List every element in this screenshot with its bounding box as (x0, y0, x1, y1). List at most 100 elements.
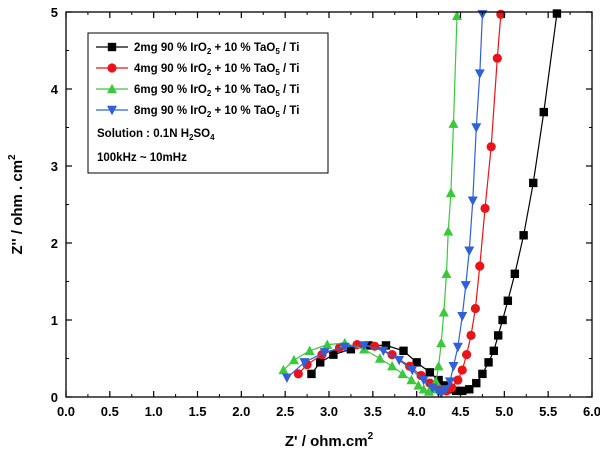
data-point (399, 346, 408, 355)
data-point (457, 311, 468, 322)
data-point (339, 342, 350, 353)
data-point (489, 346, 499, 355)
data-point (307, 369, 316, 379)
data-point (484, 358, 493, 367)
x-tick-label: 4.0 (408, 404, 426, 419)
y-axis-title: Z'' / ohm . cm2 (7, 154, 26, 255)
data-point (471, 123, 482, 133)
data-point (406, 374, 417, 385)
data-point (462, 350, 472, 360)
data-point (458, 386, 467, 396)
y-tick-label: 4 (51, 82, 59, 97)
legend-marker (107, 42, 117, 52)
data-point (448, 362, 459, 372)
data-point (436, 388, 447, 399)
legend-entry: 2mg 90 % IrO2 + 10 % TaO5 / Ti (134, 42, 299, 56)
data-point (359, 341, 370, 351)
legend-entry: 4mg 90 % IrO2 + 10 % TaO5 / Ti (134, 63, 299, 77)
data-point (472, 378, 481, 388)
data-point (503, 296, 513, 305)
x-tick-label: 0.0 (57, 404, 75, 419)
data-point (374, 353, 385, 363)
data-point (460, 281, 471, 291)
data-point (329, 350, 338, 359)
data-point (281, 373, 292, 383)
data-point (397, 368, 408, 379)
data-point (427, 383, 438, 393)
data-point (436, 337, 447, 348)
data-point (299, 358, 310, 368)
data-point (434, 375, 443, 385)
data-point (445, 187, 456, 198)
data-point (381, 341, 391, 350)
data-point (452, 342, 463, 353)
x-tick-label: 6.0 (583, 404, 600, 419)
x-tick-label: 5.5 (539, 404, 557, 419)
data-point (474, 69, 485, 79)
x-tick-label: 0.5 (101, 404, 119, 419)
data-point (466, 330, 476, 340)
data-point (293, 369, 303, 379)
x-tick-label: 5.0 (495, 404, 513, 419)
data-point (448, 118, 459, 128)
data-point (539, 107, 548, 117)
data-point (433, 361, 444, 371)
data-point (451, 386, 461, 396)
x-axis-title: Z' / ohm.cm2 (285, 431, 374, 450)
x-tick-label: 2.0 (232, 404, 250, 419)
data-point (438, 307, 449, 317)
legend-entry: 8mg 90 % IrO2 + 10 % TaO5 / Ti (134, 105, 299, 119)
x-tick-label: 4.5 (451, 404, 469, 419)
data-point (475, 261, 485, 271)
axes: 0.0 0.5 1.0 1.5 2.0 2.5 3.0 3.5 4.0 4.5 5.0 5.5 6.0 0… (51, 5, 600, 419)
data-point (304, 345, 315, 355)
data-point (322, 339, 333, 349)
data-point (510, 269, 520, 278)
data-point (443, 226, 454, 236)
x-tick-label: 1.5 (188, 404, 206, 419)
legend-marker (107, 63, 117, 73)
legend-marker (107, 83, 117, 94)
data-point (552, 9, 562, 18)
data-point (407, 365, 418, 376)
data-point (412, 358, 421, 367)
data-point (493, 331, 503, 340)
legend-note: 100kHz ~ 10mHz (97, 152, 187, 164)
y-tick-label: 3 (51, 159, 58, 174)
legend-note: Solution : 0.1N H2SO4 (97, 128, 215, 142)
x-tick-label: 2.5 (276, 404, 294, 419)
data-point (278, 364, 289, 375)
data-point (418, 384, 429, 394)
data-point (457, 365, 467, 375)
data-point (470, 303, 481, 314)
data-point (352, 340, 362, 350)
data-point (478, 369, 487, 379)
y-tick-label: 0 (51, 390, 58, 405)
data-point (465, 385, 474, 394)
data-point (394, 355, 405, 366)
legend-marker (107, 105, 117, 116)
data-point (288, 354, 299, 365)
series-4 (281, 10, 488, 399)
data-point (486, 142, 496, 152)
data-point (492, 53, 502, 63)
data-point (519, 231, 528, 240)
x-tick-label: 1.0 (145, 404, 163, 419)
data-point (444, 377, 455, 387)
data-point (319, 348, 330, 358)
data-point (378, 346, 389, 356)
data-point (413, 380, 424, 390)
data-point (425, 368, 435, 377)
data-point (387, 361, 398, 371)
y-tick-label: 1 (51, 313, 58, 328)
data-point (529, 178, 538, 188)
y-tick-label: 2 (51, 236, 58, 251)
data-point (418, 375, 429, 386)
data-point (480, 203, 490, 213)
data-point (430, 376, 441, 386)
x-tick-label: 3.0 (320, 404, 338, 419)
data-point (451, 10, 462, 21)
data-point (316, 358, 325, 367)
data-point (498, 315, 507, 325)
legend: 2mg 90 % IrO2 + 10 % TaO5 / Ti 4mg 90 % I… (87, 32, 329, 174)
